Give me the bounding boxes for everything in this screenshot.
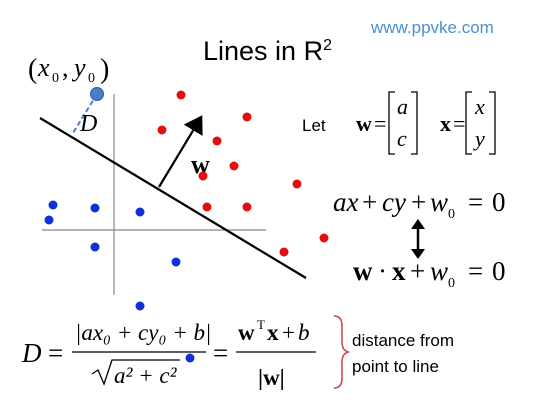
formula-D: D xyxy=(21,338,42,368)
red-point xyxy=(242,112,252,122)
eq1-w: w xyxy=(430,187,448,217)
w-bottom: c xyxy=(397,126,407,151)
point-y: y xyxy=(71,53,86,82)
let-label: Let xyxy=(302,116,326,135)
formula-equals-2: = xyxy=(213,338,228,368)
eq1-equals: = xyxy=(468,187,483,217)
x-def-lhs: x xyxy=(440,111,451,136)
x-right-bracket xyxy=(489,91,496,155)
note-brace xyxy=(333,315,351,389)
eq2-rhs: 0 xyxy=(492,256,506,286)
red-point xyxy=(157,125,167,135)
point-x-subscript: 0 xyxy=(52,71,59,86)
blue-point xyxy=(185,353,195,363)
formula-den1: a² + c² xyxy=(114,363,178,388)
formula-num2-b: b xyxy=(298,320,310,345)
title-superscript: 2 xyxy=(323,37,332,54)
eq2-plus: + xyxy=(410,256,425,286)
comma: , xyxy=(62,53,69,82)
normal-vector-label: w xyxy=(191,150,210,179)
close-paren: ) xyxy=(100,54,109,85)
eq1-ax: ax xyxy=(333,187,359,217)
eq2-dot: · xyxy=(378,256,387,286)
eq2-w0-subscript: 0 xyxy=(448,276,455,291)
decision-line xyxy=(39,117,307,279)
eq1-cy: cy xyxy=(382,187,406,217)
point-x: x xyxy=(37,53,50,82)
formula-num1: |ax₀ + cy₀ + b| xyxy=(75,320,211,345)
note-line-2: point to line xyxy=(352,357,439,376)
eq2-equals: = xyxy=(468,256,483,286)
distance-formula: D = |ax₀ + cy₀ + b| a² + c² = w T x + b … xyxy=(21,317,316,390)
blue-points xyxy=(44,200,195,363)
w-definition: w = a c xyxy=(356,91,418,155)
note-line-1: distance from xyxy=(352,331,454,350)
red-point xyxy=(198,171,208,181)
blue-point xyxy=(44,215,54,225)
blue-point xyxy=(171,257,181,267)
x-left-bracket xyxy=(465,91,472,155)
formula-num2-x: x xyxy=(267,320,279,345)
eq1-rhs: 0 xyxy=(492,187,506,217)
formula-num2-T: T xyxy=(257,317,265,332)
formula-num2-plus: + xyxy=(282,320,295,345)
eq2-x: x xyxy=(392,256,406,286)
x-top: x xyxy=(474,94,485,119)
formula-num2-w: w xyxy=(238,320,255,345)
red-point xyxy=(212,136,222,146)
eq2-w0: w xyxy=(430,256,448,286)
red-point xyxy=(319,233,329,243)
red-point xyxy=(279,247,289,257)
formula-sqrt-sign xyxy=(91,359,180,386)
blue-point xyxy=(135,301,145,311)
line-equation-vector: w · x + w 0 = 0 xyxy=(353,256,506,291)
slide-title: Lines in R2 xyxy=(203,36,332,67)
blue-point xyxy=(90,203,100,213)
red-point xyxy=(176,90,186,100)
blue-point xyxy=(135,207,145,217)
normal-vector-arrow xyxy=(158,115,203,188)
formula-den2: |w| xyxy=(258,365,285,390)
red-points xyxy=(157,90,329,257)
w-left-bracket xyxy=(388,91,395,155)
formula-equals-1: = xyxy=(48,338,63,368)
x-definition: x = x y xyxy=(440,91,496,155)
red-point xyxy=(202,202,212,212)
point-y-subscript: 0 xyxy=(88,71,95,86)
w-def-lhs: w xyxy=(356,111,372,136)
red-point xyxy=(292,179,302,189)
blue-point xyxy=(48,200,58,210)
red-point xyxy=(229,161,239,171)
point-coordinate-label: ( x 0 , y 0 ) xyxy=(28,53,109,86)
open-paren: ( xyxy=(28,54,37,85)
eq1-w-subscript: 0 xyxy=(448,207,455,222)
w-equals: = xyxy=(374,111,386,136)
red-point xyxy=(242,202,252,212)
w-top: a xyxy=(397,94,408,119)
eq1-plus-2: + xyxy=(411,187,426,217)
w-right-bracket xyxy=(411,91,418,155)
line-equation-scalar: ax + cy + w 0 = 0 xyxy=(333,187,506,222)
x-bottom: y xyxy=(473,126,485,151)
eq2-w: w xyxy=(353,256,373,286)
equivalence-arrow-icon xyxy=(411,219,425,259)
eq1-plus-1: + xyxy=(362,187,377,217)
blue-point xyxy=(90,242,100,252)
watermark-text: www.ppvke.com xyxy=(371,18,494,37)
title-text: Lines in R xyxy=(203,36,324,66)
distance-label: D xyxy=(79,111,97,137)
x-equals: = xyxy=(453,111,465,136)
query-point xyxy=(90,87,104,101)
